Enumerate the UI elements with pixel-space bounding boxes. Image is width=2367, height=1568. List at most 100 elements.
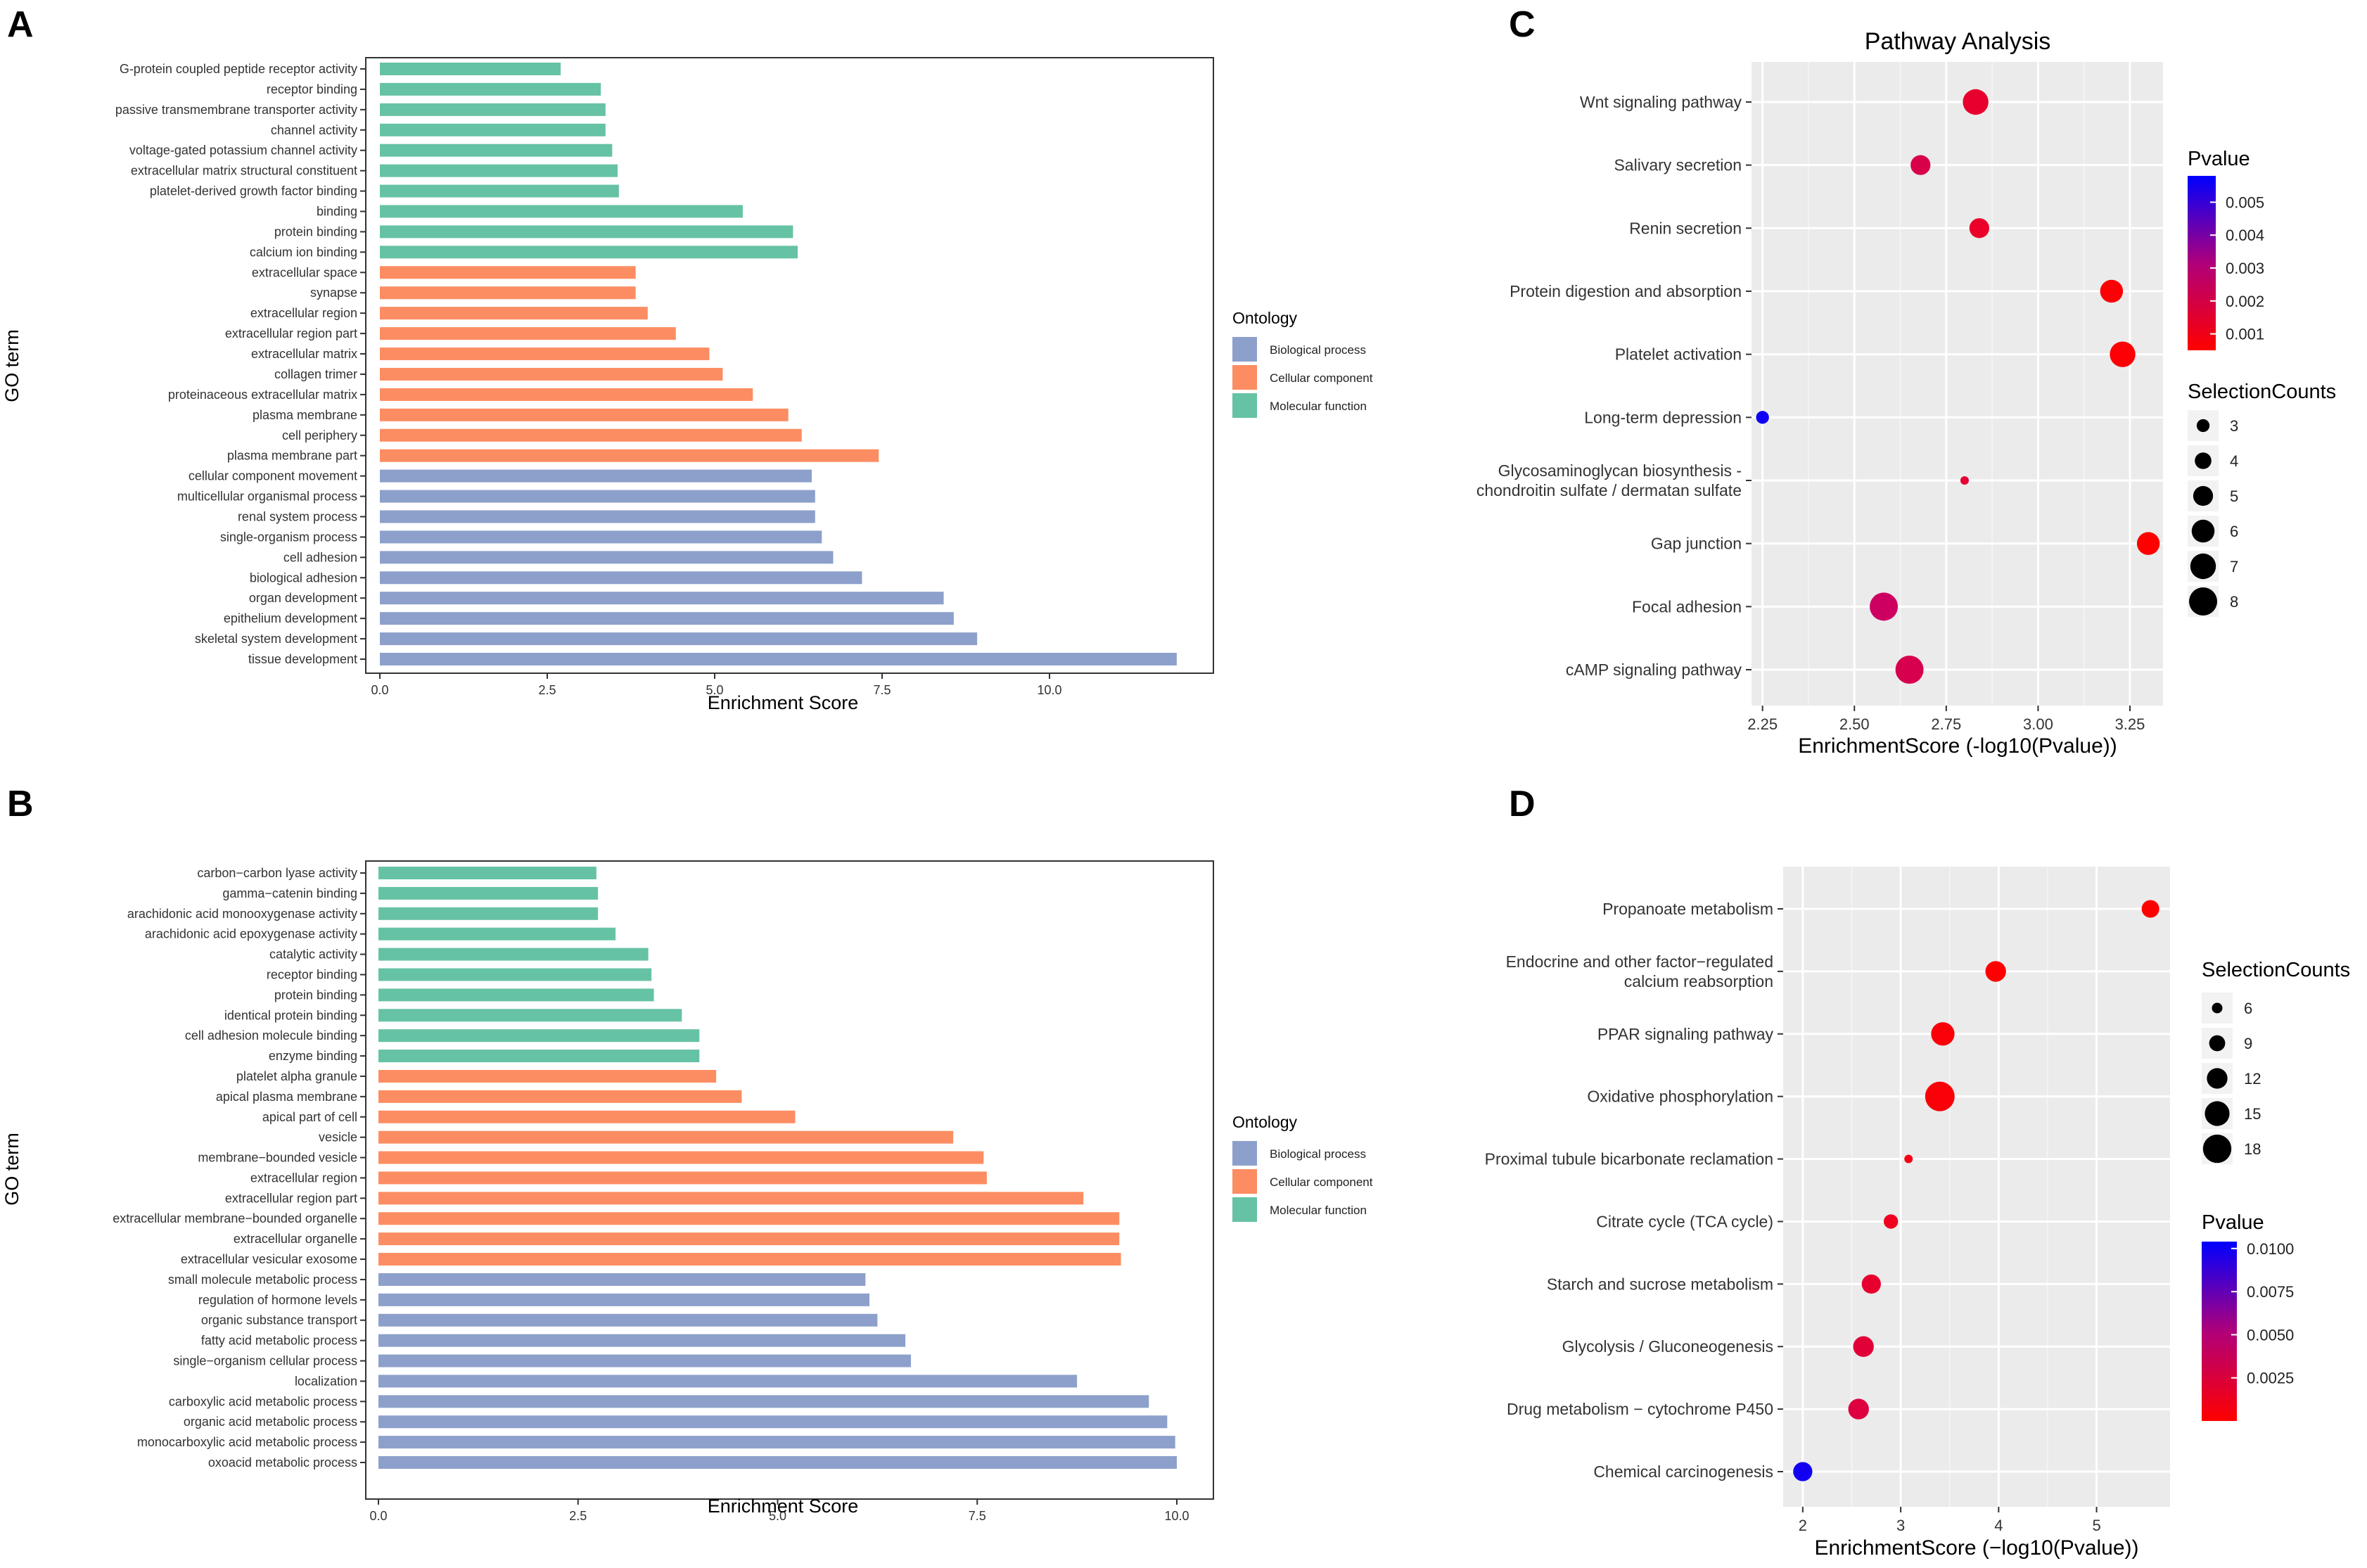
go-term-label: monocarboxylic acid metabolic process: [137, 1435, 357, 1449]
bar: [380, 592, 944, 605]
go-term-label: arachidonic acid monooxygenase activity: [127, 907, 357, 921]
go-term-label: passive transmembrane transporter activi…: [115, 103, 357, 117]
colorbar-label: 0.0075: [2247, 1283, 2294, 1301]
go-term-label: extracellular organelle: [234, 1232, 357, 1246]
bar: [380, 632, 978, 646]
pathway-label: Long-term depression: [1584, 408, 1742, 426]
panel-c-plot-background: [1752, 62, 2163, 706]
colorbar-label: 0.004: [2226, 227, 2264, 244]
pathway-label: Glycosaminoglycan biosynthesis -: [1498, 461, 1742, 480]
bar: [378, 1192, 1084, 1205]
x-tick-label: 7.5: [969, 1509, 986, 1523]
bubble-point: [2141, 900, 2159, 918]
panel-c-title: Pathway Analysis: [1865, 28, 2051, 55]
bar: [378, 1395, 1149, 1408]
go-term-label: localization: [295, 1374, 357, 1388]
x-tick-label: 10.0: [1037, 683, 1061, 697]
bar: [378, 1069, 717, 1083]
bar: [378, 1151, 984, 1164]
bar: [378, 948, 649, 961]
x-tick-label: 2.50: [1839, 715, 1870, 733]
panel-d-pvalue-legend-title: Pvalue: [2202, 1211, 2264, 1234]
pathway-label: Drug metabolism − cytochrome P450: [1507, 1400, 1773, 1418]
pathway-label: PPAR signaling pathway: [1597, 1025, 1774, 1043]
bar: [380, 123, 606, 136]
bar: [380, 307, 648, 320]
go-term-label: enzyme binding: [269, 1049, 357, 1063]
bar: [380, 449, 879, 462]
pathway-label: Oxidative phosphorylation: [1587, 1088, 1773, 1106]
size-legend-dot: [2193, 485, 2214, 506]
go-term-label: gamma−catenin binding: [222, 886, 357, 900]
bubble-point: [1848, 1398, 1869, 1420]
go-term-label: plasma membrane: [253, 408, 357, 422]
size-legend-label: 18: [2244, 1140, 2261, 1158]
bubble-point: [1910, 155, 1931, 175]
legend-label: Molecular function: [1270, 400, 1367, 413]
pathway-label: Propanoate metabolism: [1602, 900, 1773, 918]
go-term-label: apical part of cell: [262, 1110, 357, 1124]
go-term-label: arachidonic acid epoxygenase activity: [145, 927, 357, 941]
legend-label: Biological process: [1270, 343, 1366, 357]
x-tick-label: 10.0: [1164, 1509, 1189, 1523]
bubble-point: [1793, 1462, 1813, 1481]
bubble-point: [1969, 218, 1989, 238]
bar: [380, 144, 613, 157]
go-term-label: receptor binding: [267, 82, 357, 96]
bar: [380, 490, 815, 503]
bar: [380, 510, 815, 523]
colorbar-label: 0.0100: [2247, 1240, 2294, 1258]
go-term-label: biological adhesion: [250, 571, 357, 585]
panel-d-pvalue-colorbar: [2202, 1242, 2237, 1421]
x-tick-label: 0.0: [371, 683, 388, 697]
colorbar-label: 0.0050: [2247, 1326, 2294, 1344]
bubble-point: [1963, 89, 1989, 115]
bubble-point: [1883, 1214, 1899, 1229]
bar: [378, 1375, 1078, 1388]
bubble-point: [1853, 1336, 1874, 1357]
bar: [380, 63, 561, 75]
go-term-label: collagen trimer: [274, 367, 357, 381]
go-term-label: cell adhesion molecule binding: [185, 1028, 357, 1043]
go-term-label: G-protein coupled peptide receptor activ…: [120, 62, 357, 76]
bubble-point: [2110, 341, 2136, 367]
x-tick-label: 2.75: [1931, 715, 1961, 733]
bar: [378, 1456, 1177, 1469]
size-legend-dot: [2205, 1101, 2230, 1126]
go-term-label: skeletal system development: [195, 632, 357, 646]
go-term-label: organic substance transport: [201, 1313, 357, 1327]
x-tick-label: 3.00: [2023, 715, 2053, 733]
panel-c-pvalue-colorbar: [2188, 176, 2216, 350]
go-term-label: extracellular membrane−bounded organelle: [113, 1211, 357, 1225]
bar: [378, 1050, 700, 1063]
legend-label: Molecular function: [1270, 1204, 1367, 1217]
bar: [380, 612, 954, 625]
x-tick-label: 5.0: [706, 683, 723, 697]
size-legend-dot: [2191, 519, 2215, 543]
panel-b: B carbon−carbon lyase activity gamma−cate…: [1, 784, 1373, 1523]
pathway-label: Platelet activation: [1615, 345, 1742, 364]
pathway-label-line2: chondroitin sulfate / dermatan sulfate: [1476, 481, 1742, 499]
go-term-label: cell periphery: [282, 428, 357, 442]
colorbar-label: 0.001: [2226, 326, 2264, 343]
size-legend-label: 15: [2244, 1105, 2261, 1123]
legend-swatch: [1232, 1197, 1257, 1222]
go-term-label: single−organism cellular process: [173, 1354, 357, 1368]
x-tick-label: 2: [1799, 1517, 1807, 1534]
bar: [378, 1029, 700, 1043]
bubble-point: [1904, 1154, 1913, 1164]
size-legend-label: 12: [2244, 1070, 2261, 1088]
bar: [378, 867, 596, 879]
pathway-label: Wnt signaling pathway: [1580, 93, 1742, 111]
size-legend-dot: [2189, 587, 2217, 616]
bar: [378, 1313, 878, 1327]
panel-a-legend-title: Ontology: [1232, 309, 1298, 327]
go-term-label: voltage-gated potassium channel activity: [129, 144, 357, 158]
bubble-point: [1985, 961, 2006, 982]
go-term-label: protein binding: [274, 224, 357, 238]
go-term-label: catalytic activity: [269, 948, 357, 962]
bar: [380, 103, 606, 116]
x-tick-label: 3.25: [2115, 715, 2145, 733]
panel-d: D Propanoate metabolism Endocrine and oth…: [1485, 784, 2351, 1560]
